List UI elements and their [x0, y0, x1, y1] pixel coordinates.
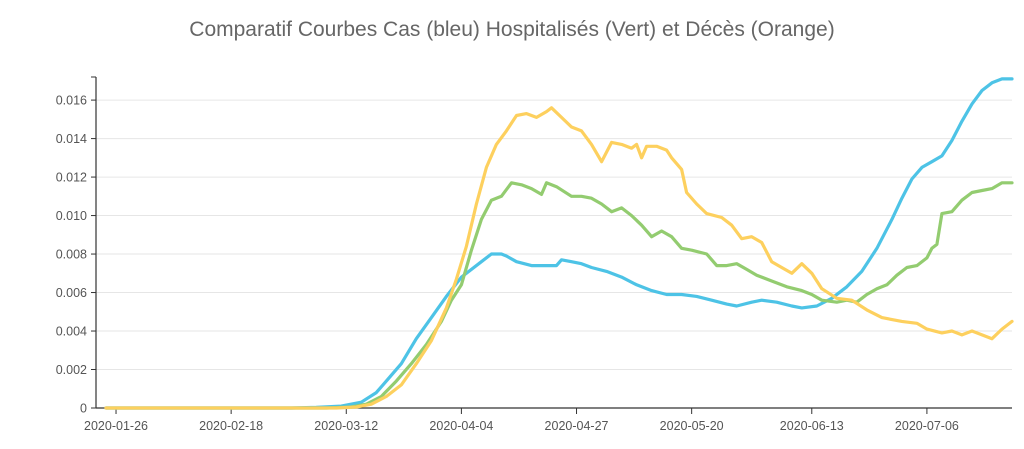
- x-tick-label: 2020-04-04: [429, 419, 493, 433]
- series-line-hospitalises: [104, 181, 1014, 410]
- grid-lines: [96, 99, 1012, 371]
- axes: [91, 76, 1012, 409]
- y-tick-label: 0.008: [56, 248, 87, 262]
- chart-title: Comparatif Courbes Cas (bleu) Hospitalis…: [189, 18, 835, 41]
- y-tick-label: 0.006: [56, 286, 87, 300]
- x-tick-label: 2020-03-12: [314, 419, 378, 433]
- y-tick-label: 0.016: [56, 94, 87, 108]
- x-tick-label: 2020-02-18: [199, 419, 263, 433]
- y-tick-label: 0.004: [56, 325, 87, 339]
- series-line-cas: [104, 77, 1014, 410]
- y-axis-ticks: 0 0.002 0.004 0.006 0.008 0.010 0.012 0.014 0.01…: [56, 94, 96, 416]
- x-tick-label: 2020-05-20: [660, 419, 724, 433]
- x-tick-label: 2020-04-27: [545, 419, 609, 433]
- x-tick-label: 2020-07-06: [895, 419, 959, 433]
- y-tick-label: 0.002: [56, 363, 87, 377]
- y-tick-label: 0: [80, 402, 87, 416]
- y-tick-label: 0.012: [56, 171, 87, 185]
- x-tick-label: 2020-01-26: [84, 419, 148, 433]
- series-line-deces: [104, 106, 1014, 410]
- y-tick-label: 0.014: [56, 132, 87, 146]
- y-tick-label: 0.010: [56, 209, 87, 223]
- x-axis-ticks: 2020-01-26 2020-02-18 2020-03-12 2020-04-04…: [84, 408, 959, 433]
- series-lines: [104, 77, 1014, 410]
- x-tick-label: 2020-06-13: [780, 419, 844, 433]
